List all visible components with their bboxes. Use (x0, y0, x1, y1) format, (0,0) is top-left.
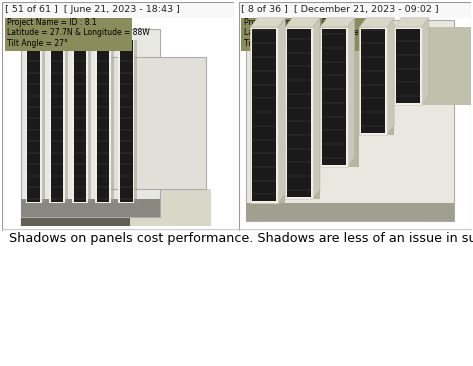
Bar (361, 29, 385, 133)
Bar (287, 29, 311, 197)
Bar (130, 190, 211, 226)
Bar (387, 27, 394, 134)
Text: Project Name = ID : 8.1: Project Name = ID : 8.1 (244, 18, 333, 27)
Bar (49, 38, 65, 203)
Polygon shape (313, 18, 320, 198)
Polygon shape (359, 18, 394, 27)
Bar (285, 27, 313, 198)
Text: Shadows on panels cost performance. Shadows are less of an issue in summer when : Shadows on panels cost performance. Shad… (9, 232, 473, 246)
Bar (394, 27, 422, 105)
Polygon shape (348, 18, 355, 167)
Bar (322, 29, 346, 165)
Bar (95, 38, 111, 203)
Bar (74, 40, 86, 202)
Bar (241, 18, 368, 51)
Bar (246, 20, 455, 221)
Text: Tilt Angle = 27°: Tilt Angle = 27° (7, 38, 68, 48)
Bar (252, 29, 276, 201)
Bar (278, 27, 285, 203)
Polygon shape (21, 217, 169, 226)
Bar (27, 40, 40, 202)
Polygon shape (320, 18, 355, 27)
Bar (251, 27, 278, 203)
Bar (348, 27, 359, 167)
Polygon shape (278, 18, 285, 203)
Bar (42, 40, 44, 202)
Bar (120, 40, 132, 202)
Bar (51, 40, 63, 202)
Text: Tilt Angle = 27°: Tilt Angle = 27° (244, 38, 304, 48)
Text: Project Name = ID : 8.1: Project Name = ID : 8.1 (7, 18, 96, 27)
Polygon shape (251, 18, 285, 27)
Bar (97, 40, 109, 202)
Bar (320, 27, 348, 167)
Text: Latitude = 27.5N & Longitude = 88W: Latitude = 27.5N & Longitude = 88W (244, 28, 386, 37)
Bar (118, 38, 134, 203)
Bar (88, 40, 91, 202)
Bar (2, 2, 234, 18)
Text: [ 8 of 36 ]  [ December 21, 2023 - 09:02 ]: [ 8 of 36 ] [ December 21, 2023 - 09:02 … (241, 5, 439, 14)
Bar (134, 40, 137, 202)
Bar (359, 27, 387, 134)
Bar (106, 57, 206, 190)
Polygon shape (387, 18, 394, 134)
Bar (65, 40, 68, 202)
Bar (111, 40, 114, 202)
Bar (21, 198, 160, 217)
Bar (396, 29, 420, 103)
Bar (239, 2, 471, 18)
Bar (422, 27, 471, 105)
Text: Latitude = 27.7N & Longitude = 88W: Latitude = 27.7N & Longitude = 88W (7, 28, 150, 37)
Bar (72, 38, 88, 203)
Polygon shape (285, 18, 320, 27)
Bar (26, 38, 42, 203)
Bar (21, 29, 160, 217)
Bar (246, 203, 455, 221)
Bar (313, 27, 320, 198)
Polygon shape (422, 18, 429, 105)
Polygon shape (394, 18, 429, 27)
Bar (5, 18, 132, 51)
Text: [ 51 of 61 ]  [ June 21, 2023 - 18:43 ]: [ 51 of 61 ] [ June 21, 2023 - 18:43 ] (5, 5, 180, 14)
